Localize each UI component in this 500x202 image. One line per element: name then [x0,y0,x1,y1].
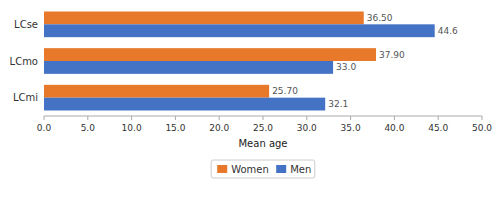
chart: 25.70 37.90 36.50 32.1 33.0 44.6 LCmi LCmo LCse 0… [0,0,500,202]
x-tick [44,116,45,120]
bar [44,98,325,111]
x-tick [87,116,88,120]
x-tick-label: 0.0 [37,123,52,133]
x-tick [263,116,264,120]
x-tick [394,116,395,120]
x-tick-label: 5.0 [81,123,96,133]
y-tick-label: LCse [14,19,38,30]
x-tick-label: 20.0 [209,123,229,133]
legend-frame [211,160,315,178]
legend-label: Women [231,164,269,175]
bar [44,85,269,98]
y-tick-label: LCmo [10,56,38,67]
x-tick [438,116,439,120]
x-tick-label: 30.0 [297,123,317,133]
data-label: 36.50 [367,13,393,23]
bar [44,12,364,25]
legend: Women Men [211,160,315,178]
y-tick-label: LCmi [13,92,38,103]
x-axis: 0.0 5.0 10.0 15.0 20.0 25.0 30.0 35.0 40.0 45.0 50… [37,116,492,149]
x-tick-label: 40.0 [384,123,404,133]
x-tick-label: 35.0 [341,123,361,133]
x-tick [482,116,483,120]
legend-label: Men [290,164,311,175]
data-labels: 25.70 37.90 36.50 32.1 33.0 44.6 [272,13,458,109]
data-label: 32.1 [328,99,348,109]
legend-swatch [217,165,227,173]
bars [44,12,435,111]
x-tick [306,116,307,120]
data-label: 44.6 [438,26,458,36]
x-axis-label: Mean age [238,138,287,149]
x-tick-label: 25.0 [253,123,273,133]
data-label: 37.90 [379,50,405,60]
x-tick-label: 10.0 [122,123,142,133]
bar [44,48,376,61]
x-tick-label: 45.0 [428,123,448,133]
y-axis: LCmi LCmo LCse [10,19,38,103]
x-tick-label: 50.0 [472,123,492,133]
legend-swatch [276,165,286,173]
x-tick [219,116,220,120]
x-tick [175,116,176,120]
x-tick [131,116,132,120]
chart-container: 25.70 37.90 36.50 32.1 33.0 44.6 LCmi LCmo LCse 0… [0,0,500,202]
x-tick-label: 15.0 [165,123,185,133]
bar [44,24,435,37]
data-label: 33.0 [336,62,356,72]
bar [44,61,333,74]
data-label: 25.70 [272,86,298,96]
x-tick [350,116,351,120]
